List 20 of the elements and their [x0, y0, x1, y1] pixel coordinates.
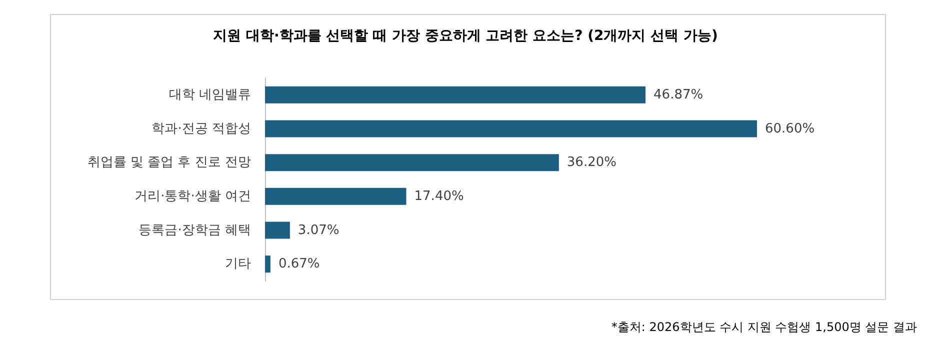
text: *출처: 2026학년도 수시 지원 수험생 1,500명 설문 결과	[611, 320, 918, 334]
bar	[265, 188, 406, 205]
chart-title: 지원 대학·학과를 선택할 때 가장 중요하게 고려한 요소는? (2개까지 선택 가능)	[213, 28, 718, 44]
bar	[265, 154, 559, 172]
bar	[265, 120, 757, 138]
y-tick-label: 거리·통학·생활 여건	[134, 188, 251, 204]
data-label: 17.40%	[414, 188, 464, 204]
y-tick-label: 등록금·장학금 혜택	[138, 222, 251, 238]
y-tick-label: 기타	[225, 256, 251, 272]
data-label: 36.20%	[566, 155, 616, 170]
bar	[265, 256, 270, 273]
y-tick-label: 취업률 및 졸업 후 진로 전망	[87, 155, 251, 170]
bar	[265, 86, 646, 104]
data-label: 3.07%	[298, 222, 340, 238]
data-label: 0.67%	[278, 256, 320, 272]
data-label: 46.87%	[654, 87, 704, 102]
y-tick-label: 대학 네임밸류	[168, 87, 251, 102]
bar	[265, 222, 290, 239]
data-label: 60.60%	[765, 121, 815, 136]
y-tick-label: 학과·전공 적합성	[152, 121, 251, 136]
